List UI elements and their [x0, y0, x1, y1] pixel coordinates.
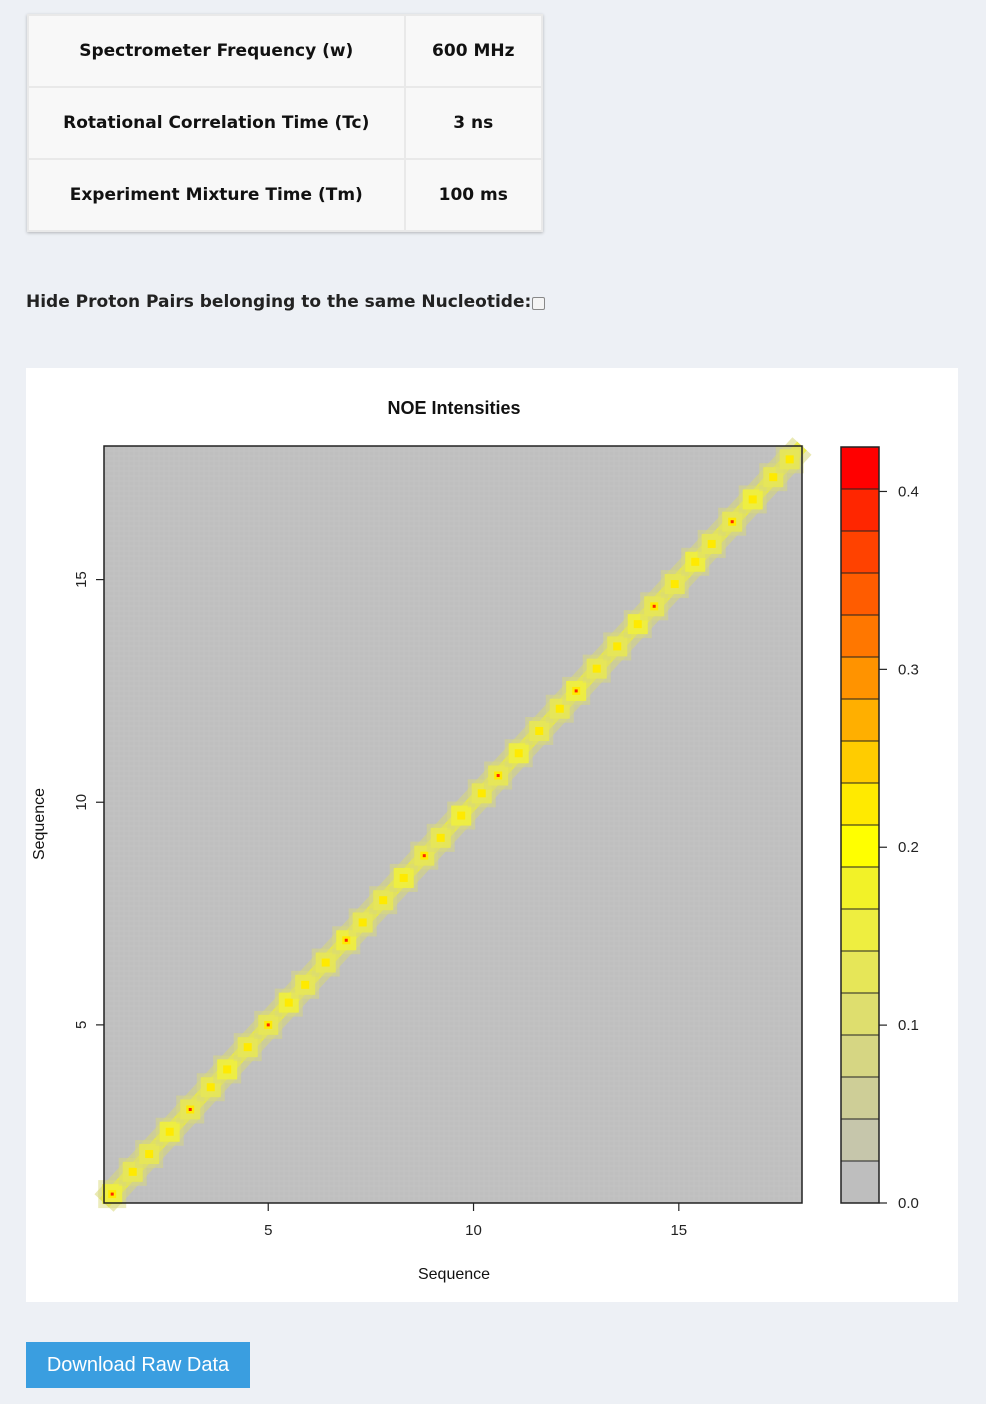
- colorbar-tick-label: 0.1: [898, 1017, 919, 1034]
- heatmap-block-core: [555, 704, 564, 713]
- colorbar-swatch: [840, 572, 880, 616]
- colorbar-tick-label: 0.4: [898, 483, 919, 500]
- parameter-row: Spectrometer Frequency (w) 600 MHz: [27, 14, 544, 88]
- parameter-row: Rotational Correlation Time (Tc) 3 ns: [27, 86, 544, 160]
- colorbar-swatch: [840, 1118, 880, 1162]
- hide-same-nucleotide-option: Hide Proton Pairs belonging to the same …: [26, 292, 546, 312]
- parameter-value: 3 ns: [403, 86, 544, 160]
- heatmap-peak-cell: [496, 774, 500, 778]
- colorbar-frame: [840, 446, 880, 1204]
- noe-plot-panel: NOE Intensities Sequence Sequence 5 10 15 5…: [26, 368, 958, 1302]
- heatmap-block-core: [670, 580, 679, 589]
- parameter-label: Spectrometer Frequency (w): [27, 14, 406, 88]
- heatmap-block-core: [436, 833, 445, 842]
- parameters-table: Spectrometer Frequency (w) 600 MHz Rotatio…: [27, 14, 544, 232]
- plot-frame: [103, 445, 803, 1204]
- heatmap-block-core: [243, 1043, 252, 1052]
- colorbar-swatch: [840, 992, 880, 1036]
- colorbar-swatch: [840, 698, 880, 742]
- heatmap-peak-cell: [344, 938, 348, 942]
- heatmap-block-core: [457, 811, 466, 820]
- heatmap-block-core: [145, 1150, 154, 1159]
- heatmap-block-core: [707, 539, 716, 548]
- download-raw-data-button[interactable]: Download Raw Data: [26, 1342, 250, 1388]
- heatmap-block-core: [613, 642, 622, 651]
- colorbar-swatch: [840, 824, 880, 868]
- heatmap-block-core: [514, 749, 523, 758]
- colorbar-swatch: [840, 908, 880, 952]
- heatmap-block-core: [535, 726, 544, 735]
- colorbar-swatch: [840, 1076, 880, 1120]
- noe-heatmap-chart: NOE Intensities Sequence Sequence 5 10 15 5…: [31, 398, 919, 1283]
- y-tick-label: 5: [73, 1021, 90, 1029]
- heatmap-block-core: [691, 557, 700, 566]
- y-tick-label: 15: [73, 571, 90, 588]
- x-tick-label: 15: [670, 1222, 687, 1239]
- colorbar-swatch: [840, 446, 880, 490]
- heatmap-peak-cell: [266, 1023, 270, 1027]
- heatmap-peak-cell: [110, 1192, 114, 1196]
- x-tick-label: 10: [465, 1222, 482, 1239]
- colorbar-tick-label: 0.2: [898, 839, 919, 856]
- heatmap-block-core: [785, 455, 794, 464]
- heatmap-peak-cell: [574, 689, 578, 693]
- heatmap-block-core: [128, 1167, 137, 1176]
- heatmap-block-core: [223, 1065, 232, 1074]
- colorbar-swatch: [840, 530, 880, 574]
- heatmap-peak-cell: [730, 520, 734, 524]
- heatmap-block-core: [769, 473, 778, 482]
- parameter-value: 600 MHz: [403, 14, 544, 88]
- x-axis-label: Sequence: [418, 1266, 490, 1283]
- colorbar-swatch: [840, 1160, 880, 1204]
- colorbar-swatch: [840, 1034, 880, 1078]
- colorbar-swatch: [840, 656, 880, 700]
- colorbar-swatch: [840, 488, 880, 532]
- colorbar-swatch: [840, 614, 880, 658]
- heatmap-block-core: [633, 620, 642, 629]
- colorbar-swatch: [840, 950, 880, 994]
- heatmap-block-core: [206, 1083, 215, 1092]
- hide-same-nucleotide-label: Hide Proton Pairs belonging to the same …: [26, 292, 532, 312]
- parameter-value: 100 ms: [403, 158, 544, 232]
- x-tick-label: 5: [264, 1222, 272, 1239]
- heatmap-peak-cell: [652, 604, 656, 608]
- heatmap-block-core: [358, 918, 367, 927]
- parameter-row: Experiment Mixture Time (Tm) 100 ms: [27, 158, 544, 232]
- colorbar-tick-label: 0.3: [898, 661, 919, 678]
- heatmap-block-core: [284, 998, 293, 1007]
- parameter-label: Rotational Correlation Time (Tc): [27, 86, 406, 160]
- colorbar-tick-label: 0.0: [898, 1195, 919, 1212]
- y-tick-label: 10: [73, 794, 90, 811]
- colorbar-swatch: [840, 782, 880, 826]
- heatmap-peak-cell: [188, 1107, 192, 1111]
- heatmap-block-core: [379, 896, 388, 905]
- y-axis-label: Sequence: [31, 788, 48, 860]
- heatmap-block-core: [301, 980, 310, 989]
- heatmap-peak-cell: [422, 854, 426, 858]
- heatmap-block-core: [748, 495, 757, 504]
- heatmap-block-core: [399, 873, 408, 882]
- heatmap-block-core: [321, 958, 330, 967]
- parameter-label: Experiment Mixture Time (Tm): [27, 158, 406, 232]
- chart-title: NOE Intensities: [387, 398, 520, 418]
- heatmap-block-core: [477, 789, 486, 798]
- heatmap-block-core: [592, 664, 601, 673]
- heatmap-block-core: [165, 1127, 174, 1136]
- colorbar-swatch: [840, 740, 880, 784]
- hide-same-nucleotide-checkbox[interactable]: [532, 296, 546, 310]
- colorbar-swatch: [840, 866, 880, 910]
